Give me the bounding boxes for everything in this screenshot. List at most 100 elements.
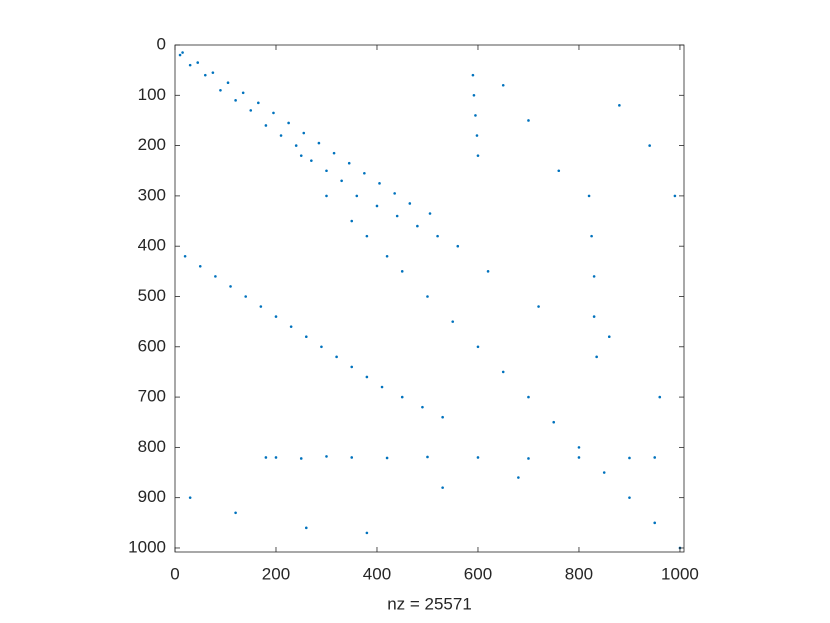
nonzero-dot — [416, 224, 419, 228]
nonzero-dot — [183, 254, 187, 258]
nonzero-dot — [602, 471, 606, 474]
nonzero-dot — [426, 455, 429, 459]
nonzero-dot — [537, 305, 540, 308]
nonzero-dot — [385, 456, 389, 460]
nonzero-dot — [365, 531, 369, 535]
nonzero-dot — [653, 456, 657, 459]
nonzero-dot — [375, 204, 379, 208]
nonzero-dot — [211, 71, 215, 74]
nonzero-dot — [592, 315, 596, 318]
nonzero-dot — [350, 219, 354, 223]
nonzero-dot — [476, 345, 480, 349]
nonzero-dot — [274, 315, 278, 318]
nonzero-dot — [320, 345, 323, 349]
x-axis-label: nz = 25571 — [387, 594, 472, 613]
y-tick-label: 500 — [138, 286, 166, 305]
nonzero-dot — [501, 370, 505, 374]
nonzero-dot — [325, 169, 328, 173]
nonzero-dot — [355, 194, 359, 198]
nonzero-dot — [475, 134, 479, 137]
nonzero-dot — [249, 109, 253, 112]
y-tick-label: 300 — [138, 185, 166, 204]
nonzero-dot — [486, 270, 490, 273]
nonzero-dot — [451, 320, 455, 323]
nonzero-dot — [428, 212, 432, 215]
axes-box — [174, 44, 685, 553]
nonzero-dot — [317, 141, 321, 145]
nonzero-dot — [577, 456, 581, 459]
nonzero-dot — [350, 456, 354, 459]
nonzero-dot — [400, 395, 404, 399]
nonzero-dot — [595, 355, 598, 359]
nonzero-dot — [517, 476, 520, 479]
nonzero-dot — [219, 88, 222, 92]
nonzero-dot — [476, 154, 480, 157]
y-tick-label: 400 — [138, 236, 166, 255]
x-tick-label: 1000 — [661, 564, 699, 583]
nonzero-dot — [198, 265, 202, 268]
nonzero-dot — [653, 521, 657, 525]
nonzero-dot — [385, 254, 389, 258]
nonzero-dot — [436, 234, 439, 238]
nonzero-dot — [552, 420, 556, 424]
nonzero-dot — [618, 104, 621, 107]
nonzero-dot — [214, 275, 217, 278]
nonzero-dot — [244, 295, 247, 298]
nonzero-dot — [557, 169, 561, 173]
y-tick-label: 800 — [138, 437, 166, 456]
nonzero-dot — [363, 171, 366, 175]
nonzero-dot — [340, 179, 343, 183]
y-tick-label: 900 — [138, 487, 166, 506]
nonzero-dot — [527, 457, 530, 460]
nonzero-dot — [421, 405, 424, 409]
nonzero-dot — [229, 285, 232, 288]
nonzero-dot — [274, 456, 278, 459]
nonzero-dot — [378, 182, 381, 185]
nonzero-dot — [226, 81, 230, 85]
nonzero-dot — [203, 73, 207, 77]
nonzero-dot — [264, 456, 268, 459]
dots — [178, 51, 682, 550]
y-tick-label: 0 — [157, 34, 166, 53]
nonzero-dot — [408, 202, 412, 205]
nonzero-dot — [380, 385, 384, 389]
nonzero-dot — [188, 496, 192, 499]
x-tick-label: 400 — [363, 564, 391, 583]
nonzero-dot — [310, 159, 313, 162]
nonzero-dot — [241, 91, 245, 95]
nonzero-dot — [178, 53, 182, 57]
nonzero-dot — [365, 234, 369, 238]
nonzero-dot — [607, 335, 611, 339]
x-tick-label: 800 — [565, 564, 593, 583]
x-tick-label: 200 — [262, 564, 290, 583]
nonzero-dot — [628, 496, 631, 499]
nonzero-dot — [628, 456, 631, 460]
nonzero-dot — [472, 93, 476, 97]
nonzero-dot — [577, 446, 581, 449]
nonzero-dot — [264, 124, 268, 127]
nonzero-dot — [294, 144, 298, 147]
nonzero-dot — [471, 73, 475, 77]
nonzero-dot — [234, 99, 237, 102]
y-tick-label: 200 — [138, 135, 166, 154]
y-tick-label: 1000 — [128, 537, 166, 556]
nonzero-dot — [272, 111, 275, 115]
nonzero-dot — [395, 214, 399, 218]
nonzero-dot — [393, 192, 396, 195]
nonzero-dot — [234, 511, 237, 515]
nonzero-dot — [335, 355, 338, 359]
nonzero-dot — [476, 456, 480, 459]
nonzero-dot — [456, 244, 460, 248]
nonzero-dot — [304, 526, 308, 530]
nonzero-dot — [259, 305, 263, 308]
nonzero-dot — [441, 486, 444, 489]
nonzero-dot — [299, 457, 303, 460]
nonzero-dot — [279, 134, 283, 137]
nonzero-dot — [474, 114, 477, 117]
nonzero-dot — [302, 131, 306, 135]
nonzero-dot — [257, 101, 260, 105]
nonzero-dot — [673, 194, 677, 198]
x-tick-label: 600 — [464, 564, 492, 583]
nonzero-dot — [590, 234, 593, 238]
nonzero-dot — [332, 151, 336, 155]
